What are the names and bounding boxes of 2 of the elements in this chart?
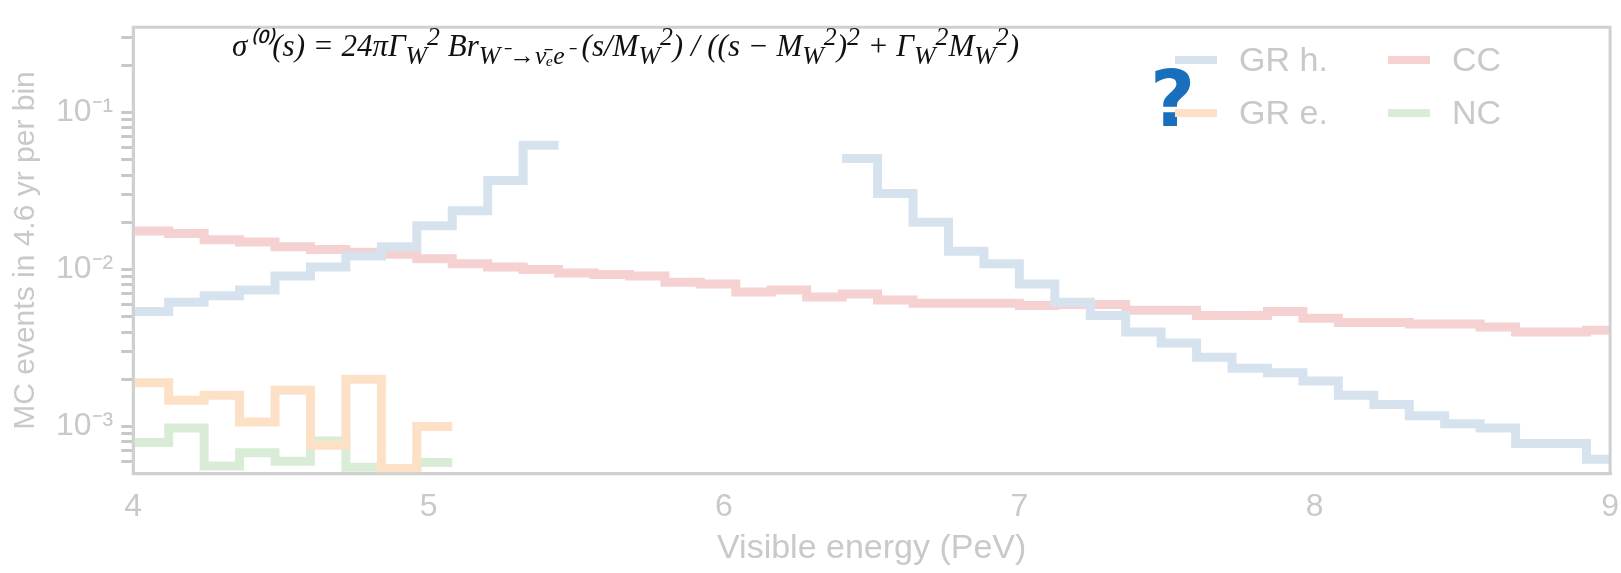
annotation: ?	[1150, 54, 1196, 144]
text: σ⁽⁰⁾(s) = 24πΓ$_{W}$$^{2}$ Br$_{W⁻→ν̄ₑe⁻}$ (s/M$_{W}$$^{2}$) / ((s − M$_{W}$$^{2}$)$^{2}$ + Γ$_{W}$$^{2}$M$_{W}$$^{2}$)	[232, 22, 1020, 70]
